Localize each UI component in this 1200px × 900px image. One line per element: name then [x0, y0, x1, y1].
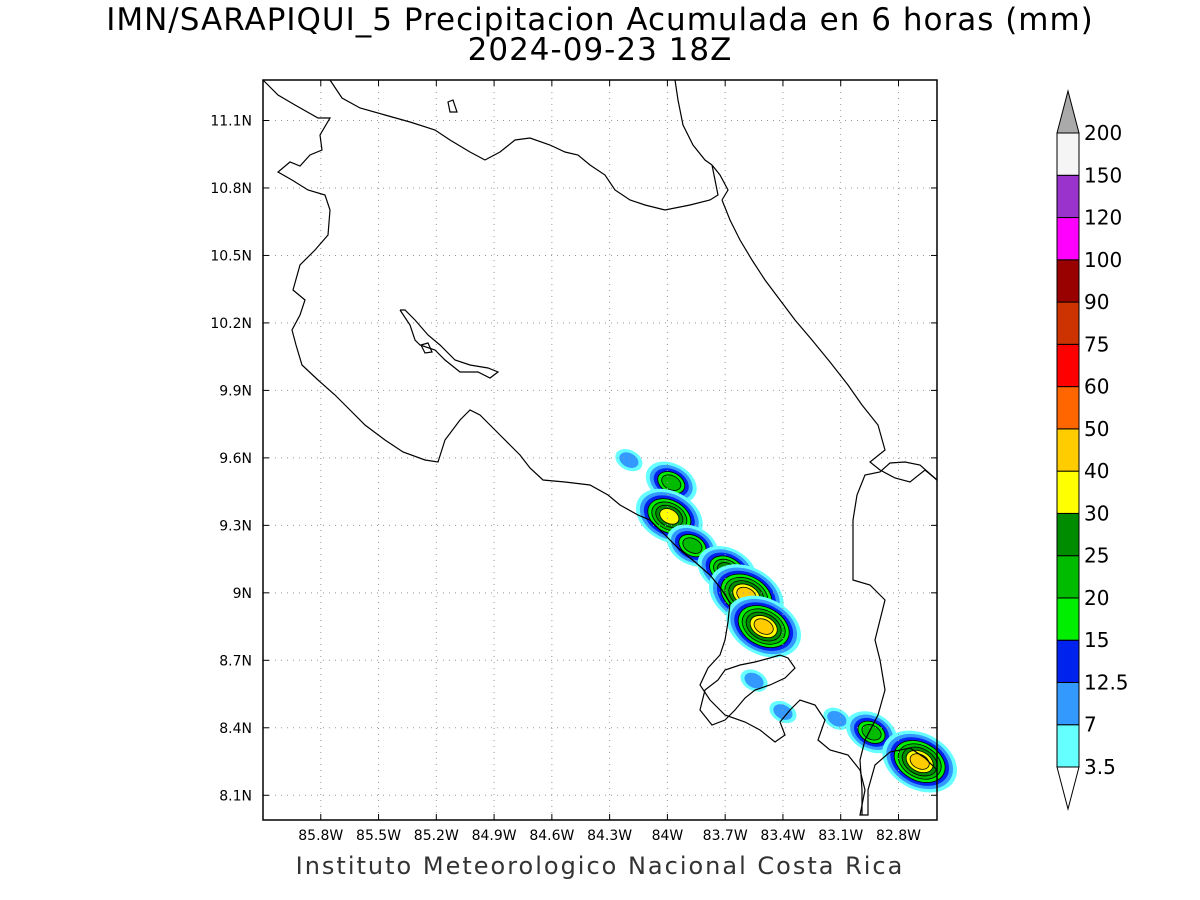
y-tick-label: 9.9N	[219, 383, 252, 399]
gulf-island	[420, 342, 433, 354]
colorbar-level-label: 30	[1084, 501, 1109, 525]
colorbar-swatch	[1056, 132, 1080, 176]
lat-lon-grid	[263, 80, 937, 820]
colorbar-swatch	[1056, 343, 1080, 388]
nicaragua-caribbean-north	[674, 79, 713, 166]
nicaragua-costa-rica-border	[262, 79, 651, 521]
y-tick-label: 8.1N	[219, 788, 252, 804]
y-tick-label: 9.6N	[219, 451, 252, 467]
colorbar-level-label: 50	[1084, 417, 1109, 441]
x-tick-label: 84W	[652, 828, 684, 844]
y-tick-label: 10.2N	[210, 316, 252, 332]
precip-contour	[682, 537, 703, 554]
x-tick-label: 83.7W	[703, 828, 748, 844]
colorbar-over-arrow	[1056, 89, 1080, 134]
x-tick-label: 82.8W	[876, 828, 921, 844]
x-tick-label: 84.6W	[529, 828, 574, 844]
y-tick-label: 9.3N	[219, 518, 252, 534]
nicoya-peninsula-gulf	[399, 309, 500, 379]
x-tick-label: 83.1W	[818, 828, 863, 844]
y-tick-label: 8.7N	[219, 653, 252, 669]
island-small	[447, 99, 458, 113]
precip-contour	[659, 508, 680, 525]
colorbar-swatch	[1056, 681, 1080, 726]
precip-contour	[773, 704, 793, 720]
y-tick-label: 8.4N	[219, 721, 252, 737]
colorbar-level-label: 40	[1084, 459, 1109, 483]
credit-text: Instituto Meteorologico Nacional Costa R…	[295, 852, 905, 880]
colorbar-swatch	[1056, 428, 1080, 472]
colorbar-swatch	[1056, 259, 1080, 303]
colorbar-under-arrow	[1056, 766, 1080, 811]
colorbar-level-label: 12.5	[1084, 670, 1129, 694]
colorbar-swatch	[1056, 217, 1080, 261]
x-tick-label: 84.3W	[587, 828, 632, 844]
colorbar-swatch	[1056, 555, 1080, 599]
colorbar-level-label: 3.5	[1084, 755, 1116, 779]
map-frame	[262, 79, 938, 821]
colorbar-swatch	[1056, 639, 1080, 683]
colorbar-level-label: 15	[1084, 628, 1109, 652]
precipitation-shading	[615, 449, 958, 793]
precip-contour	[827, 710, 847, 727]
colorbar-swatch	[1056, 597, 1080, 641]
x-tick-label: 84.9W	[472, 828, 517, 844]
caribbean-coast	[721, 199, 938, 483]
colorbar-level-label: 200	[1084, 121, 1122, 145]
colorbar-legend: 3.5 7 12.5 15 20 25 30 40 50 60 75 90 100 120 150 200	[1056, 89, 1129, 811]
longitude-tick-labels: 85.8W 85.5W 85.2W 84.9W 84.6W 84.3W 84W 83.7W 83…	[298, 80, 921, 844]
pacific-coast-south	[649, 519, 938, 816]
y-tick-label: 10.8N	[210, 181, 252, 197]
x-tick-label: 85.8W	[298, 828, 343, 844]
colorbar-level-label: 75	[1084, 332, 1109, 356]
precip-contour	[753, 618, 774, 635]
x-tick-label: 85.5W	[356, 828, 401, 844]
latitude-tick-labels: 11.1N 10.8N 10.5N 10.2N 9.9N 9.6N 9.3N 9N 8.7N 8.…	[210, 113, 937, 804]
colorbar-swatch	[1056, 512, 1080, 557]
colorbar-swatch	[1056, 301, 1080, 345]
nicaragua-lake-shore	[329, 79, 729, 211]
colorbar-level-label: 60	[1084, 375, 1109, 399]
colorbar-level-label: 100	[1084, 248, 1122, 272]
precip-contour	[661, 474, 682, 491]
colorbar-swatch	[1056, 174, 1080, 219]
colorbar-swatch	[1056, 386, 1080, 430]
colorbar-swatch	[1056, 724, 1080, 768]
x-tick-label: 85.2W	[414, 828, 459, 844]
coastline-borders	[262, 79, 938, 816]
y-tick-label: 10.5N	[210, 248, 252, 264]
map-valid-time: 2024-09-23 18Z	[467, 32, 733, 68]
colorbar-level-label: 7	[1084, 713, 1097, 737]
precip-contour	[744, 672, 764, 689]
colorbar-level-label: 90	[1084, 290, 1109, 314]
colorbar-level-label: 25	[1084, 544, 1109, 568]
panama-border	[852, 461, 938, 815]
map-title: IMN/SARAPIQUI_5 Precipitacion Acumulada …	[106, 2, 1094, 38]
y-tick-label: 11.1N	[210, 113, 252, 129]
y-tick-label: 9N	[233, 586, 252, 602]
precip-contour	[619, 452, 639, 468]
colorbar-level-label: 120	[1084, 206, 1122, 230]
osa-peninsula	[699, 654, 796, 726]
colorbar-level-label: 150	[1084, 163, 1122, 187]
colorbar-level-label: 20	[1084, 586, 1109, 610]
colorbar-swatch	[1056, 470, 1080, 514]
x-tick-label: 83.4W	[760, 828, 805, 844]
